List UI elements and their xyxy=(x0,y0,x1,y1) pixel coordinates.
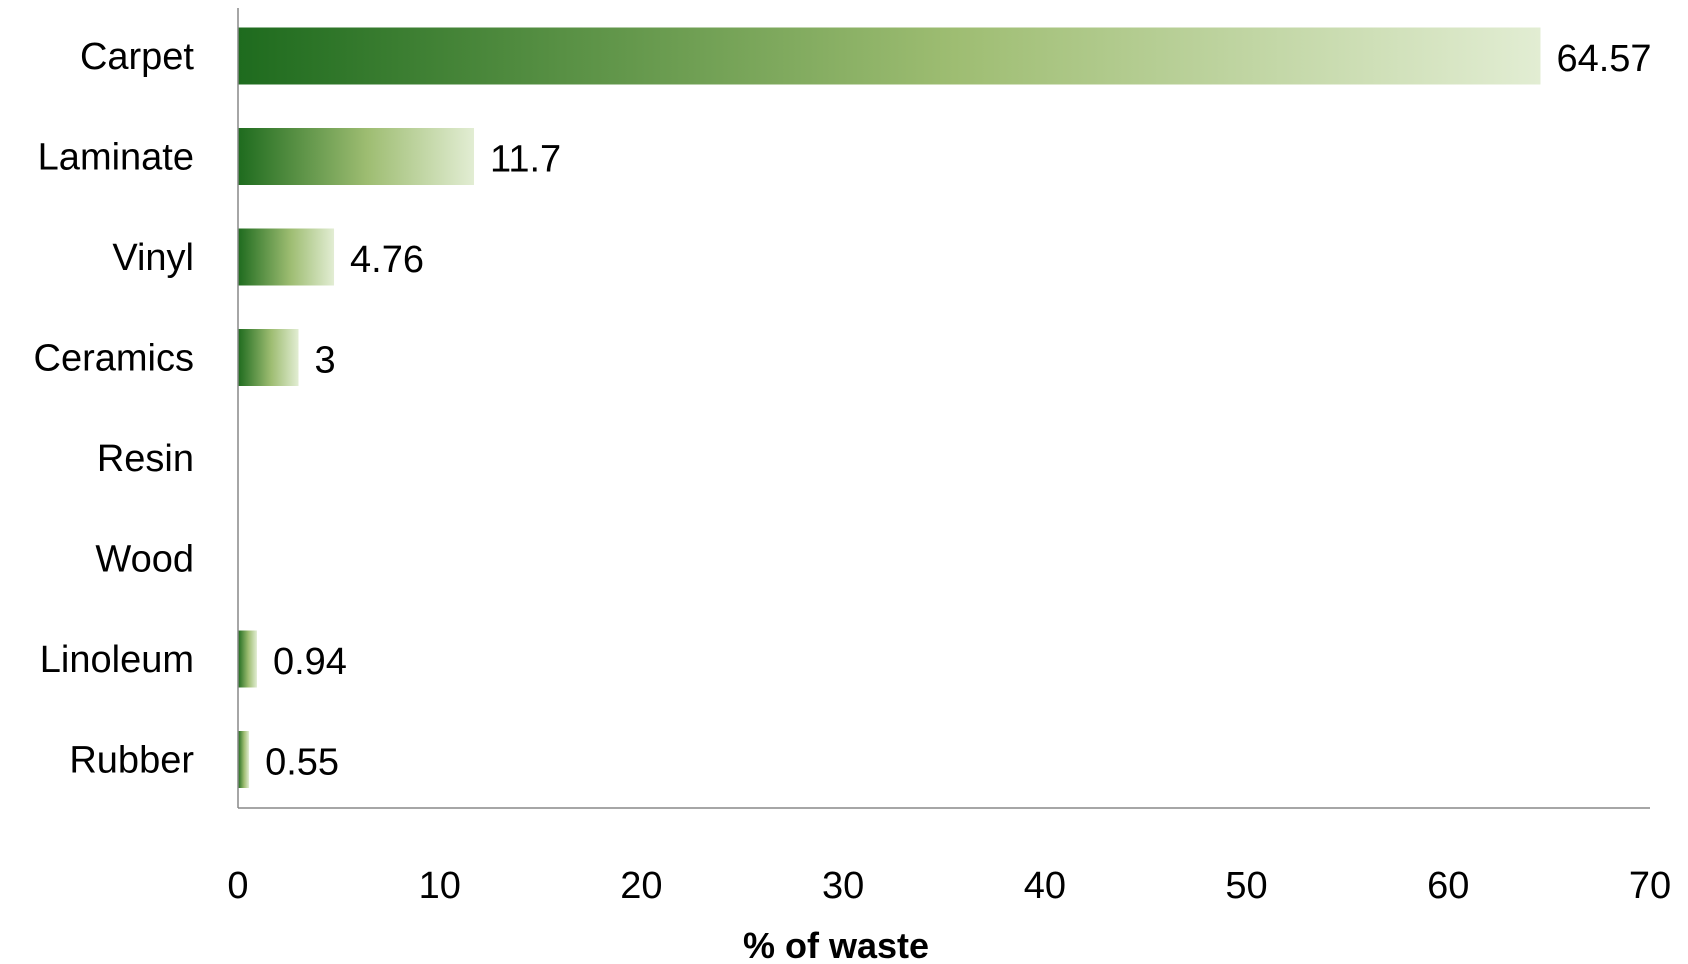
category-label-carpet: Carpet xyxy=(80,36,194,78)
category-label-ceramics: Ceramics xyxy=(34,338,194,380)
category-label-vinyl: Vinyl xyxy=(112,237,194,279)
x-tick-labels: 0 10 20 30 40 50 60 70 xyxy=(227,865,1671,907)
x-tick-label-40: 40 xyxy=(1024,865,1066,907)
x-tick-label-70: 70 xyxy=(1629,865,1671,907)
bar-linoleum xyxy=(238,630,257,688)
bar-carpet xyxy=(238,27,1541,85)
bar-laminate xyxy=(238,128,475,185)
x-tick-label-10: 10 xyxy=(419,865,461,907)
value-label-rubber: 0.55 xyxy=(265,742,339,784)
category-label-wood: Wood xyxy=(95,539,194,581)
bar-ceramics xyxy=(238,329,299,386)
x-tick-label-0: 0 xyxy=(227,865,248,907)
x-tick-label-20: 20 xyxy=(620,865,662,907)
value-label-ceramics: 3 xyxy=(315,340,336,382)
category-label-laminate: Laminate xyxy=(38,137,194,179)
category-label-linoleum: Linoleum xyxy=(40,639,194,681)
value-labels: 64.57 11.7 4.76 3 0.94 0.55 xyxy=(265,38,1651,784)
x-tick-label-50: 50 xyxy=(1225,865,1267,907)
value-label-laminate: 11.7 xyxy=(490,139,561,181)
category-label-rubber: Rubber xyxy=(69,740,194,782)
category-labels: Carpet Laminate Vinyl Ceramics Resin Wood Lino… xyxy=(34,36,195,782)
bars-layer xyxy=(238,27,1541,788)
bar-rubber xyxy=(238,731,250,788)
value-label-vinyl: 4.76 xyxy=(350,239,424,281)
x-tick-label-60: 60 xyxy=(1427,865,1469,907)
value-label-linoleum: 0.94 xyxy=(273,641,347,683)
category-label-resin: Resin xyxy=(97,438,194,480)
value-label-carpet: 64.57 xyxy=(1556,38,1651,80)
x-axis-title: % of waste xyxy=(743,925,929,964)
axes xyxy=(237,8,1650,809)
x-tick-label-30: 30 xyxy=(822,865,864,907)
bar-vinyl xyxy=(238,228,335,286)
